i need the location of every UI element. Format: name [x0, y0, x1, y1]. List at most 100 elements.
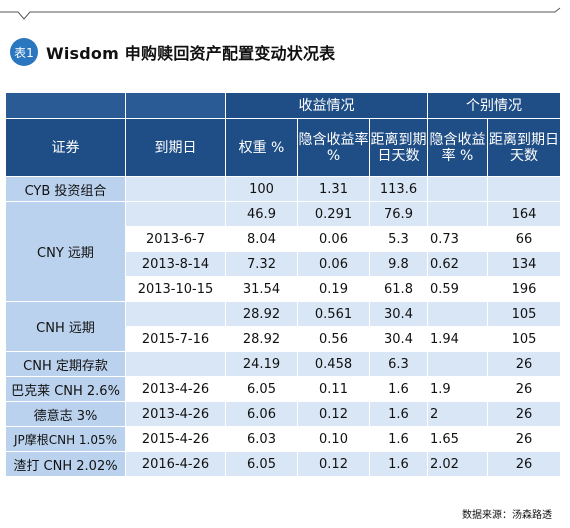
cell-weight: 100: [225, 176, 298, 202]
cell-maturity: 2015-4-26: [125, 426, 226, 452]
cell-ind-yield: 1.65: [427, 426, 488, 452]
cell-ind-yield: [427, 351, 488, 377]
cell-weight: 8.04: [225, 226, 298, 252]
cell-yield: 0.12: [297, 451, 370, 477]
cell-ind-days: 196: [487, 276, 561, 302]
cell-maturity: [125, 351, 226, 377]
cell-ind-days: 164: [487, 201, 561, 227]
cell-ind-days: 26: [487, 426, 561, 452]
cell-days: 1.6: [369, 376, 428, 402]
header-group-individual: 个别情况: [427, 92, 561, 119]
cell-maturity: [125, 301, 226, 327]
cell-ind-days: 105: [487, 301, 561, 327]
table-row: CNH 远期 28.92 0.561 30.4 105: [5, 301, 561, 352]
cell-ind-days: 26: [487, 376, 561, 402]
cell-ind-days: 26: [487, 451, 561, 477]
cell-days: 1.6: [369, 426, 428, 452]
table-label-badge: 表1: [10, 38, 38, 66]
cell-security: 巴克莱 CNH 2.6%: [5, 376, 126, 402]
cell-ind-days: 105: [487, 326, 561, 352]
cell-ind-yield: 0.62: [427, 251, 488, 277]
cell-weight: 28.92: [225, 301, 298, 327]
header-blank-2: [125, 92, 226, 119]
cell-days: 1.6: [369, 451, 428, 477]
cell-weight: 46.9: [225, 201, 298, 227]
top-notch-line: [0, 7, 561, 20]
cell-ind-days: 134: [487, 251, 561, 277]
cell-days: 61.8: [369, 276, 428, 302]
cell-security: CNH 远期: [5, 301, 126, 352]
table-row: CNH 定期存款 24.19 0.458 6.3 26: [5, 351, 561, 377]
cell-days: 9.8: [369, 251, 428, 277]
cell-ind-yield: 1.94: [427, 326, 488, 352]
cell-security: 渣打 CNH 2.02%: [5, 451, 126, 477]
cell-ind-days: 66: [487, 226, 561, 252]
cell-security: CNH 定期存款: [5, 351, 126, 377]
table-row: CYB 投资组合 100 1.31 113.6: [5, 176, 561, 202]
table-title: Wisdom 申购赎回资产配置变动状况表: [46, 44, 336, 63]
cell-ind-yield: 0.59: [427, 276, 488, 302]
cell-yield: 0.56: [297, 326, 370, 352]
table-row: 巴克莱 CNH 2.6% 2013-4-26 6.05 0.11 1.6 1.9…: [5, 376, 561, 402]
cell-days: 6.3: [369, 351, 428, 377]
header-weight: 权重 %: [225, 118, 298, 177]
cell-maturity: [125, 176, 226, 202]
header-individual-days: 距离到期日天数: [487, 118, 561, 177]
cell-days: 1.6: [369, 401, 428, 427]
cell-days: 30.4: [369, 326, 428, 352]
cell-ind-yield: [427, 201, 488, 227]
table-row: 2013-8-14 7.32 0.06 9.8 0.62 134: [6, 251, 561, 277]
cell-days: 113.6: [369, 176, 428, 202]
cell-security: JP摩根CNH 1.05%: [5, 426, 126, 452]
cell-yield: 0.12: [297, 401, 370, 427]
cell-weight: 31.54: [225, 276, 298, 302]
table-row: JP摩根CNH 1.05% 2015-4-26 6.03 0.10 1.6 1.…: [5, 426, 561, 452]
cell-yield: 0.10: [297, 426, 370, 452]
title-row: 表1 Wisdom 申购赎回资产配置变动状况表: [10, 38, 335, 66]
cell-days: 30.4: [369, 301, 428, 327]
cell-weight: 6.05: [225, 451, 298, 477]
cell-maturity: 2013-10-15: [125, 276, 226, 302]
table-row: CNY 远期 46.9 0.291 76.9 164: [5, 201, 561, 302]
cell-ind-days: [487, 176, 561, 202]
cell-security: CNY 远期: [5, 201, 126, 302]
cell-maturity: 2013-4-26: [125, 401, 226, 427]
table-row: 渣打 CNH 2.02% 2016-4-26 6.05 0.12 1.6 2.0…: [5, 451, 561, 477]
cell-security: 德意志 3%: [5, 401, 126, 427]
cell-weight: 7.32: [225, 251, 298, 277]
cell-ind-yield: 2: [427, 401, 488, 427]
header-maturity: 到期日: [125, 118, 226, 177]
header-days-to-maturity: 距离到期日天数: [369, 118, 428, 177]
header-blank-1: [5, 92, 126, 119]
cell-yield: 0.458: [297, 351, 370, 377]
table-row: 2013-10-15 31.54 0.19 61.8 0.59 196: [6, 276, 561, 302]
table-row: 2015-7-16 28.92 0.56 30.4 1.94 105: [6, 326, 561, 352]
cell-ind-days: 26: [487, 401, 561, 427]
cell-ind-yield: [427, 176, 488, 202]
cell-yield: 0.06: [297, 226, 370, 252]
cell-yield: 0.06: [297, 251, 370, 277]
cell-security: CYB 投资组合: [5, 176, 126, 202]
table-row: 2013-6-7 8.04 0.06 5.3 0.73 66: [6, 226, 561, 252]
header-implied-yield: 隐含收益率 %: [297, 118, 370, 177]
cell-maturity: 2013-8-14: [125, 251, 226, 277]
cell-weight: 24.19: [225, 351, 298, 377]
cell-maturity: 2015-7-16: [125, 326, 226, 352]
cell-yield: 0.561: [297, 301, 370, 327]
cell-weight: 6.03: [225, 426, 298, 452]
header-security: 证券: [5, 118, 126, 177]
cell-maturity: [125, 201, 226, 227]
cell-yield: 0.291: [297, 201, 370, 227]
cell-weight: 6.05: [225, 376, 298, 402]
cell-yield: 0.19: [297, 276, 370, 302]
asset-allocation-table: 收益情况 个别情况 证券 到期日 权重 % 隐含收益率 % 距离到期日天数 隐含…: [5, 92, 561, 477]
cell-days: 76.9: [369, 201, 428, 227]
header-group-income: 收益情况: [225, 92, 428, 119]
cell-days: 5.3: [369, 226, 428, 252]
cell-ind-yield: 2.02: [427, 451, 488, 477]
cell-weight: 28.92: [225, 326, 298, 352]
cell-maturity: 2016-4-26: [125, 451, 226, 477]
cell-ind-yield: 0.73: [427, 226, 488, 252]
cell-yield: 1.31: [297, 176, 370, 202]
cell-weight: 6.06: [225, 401, 298, 427]
